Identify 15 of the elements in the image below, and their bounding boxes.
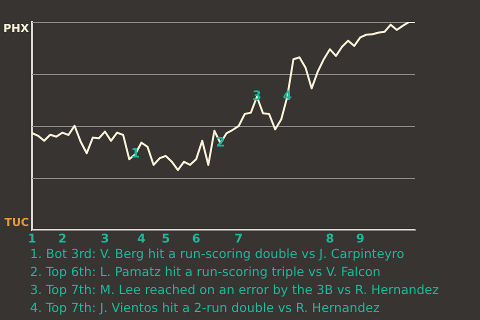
x-tick-label: 8 xyxy=(326,231,334,246)
text: 4. Top 7th: J. Vientos hit a 2-run double vs R. Hernandez xyxy=(30,299,381,317)
x-tick-label: 5 xyxy=(162,231,170,246)
text: 1. Bot 3rd: V. Berg hit a run-scoring double vs J. Carpinteyro xyxy=(30,245,406,263)
text: TUC xyxy=(4,216,29,229)
x-tick-label: 3 xyxy=(100,231,110,246)
x-tick-label: 4 xyxy=(137,231,146,246)
x-tick-label: 2 xyxy=(58,231,67,246)
text: 3. Top 7th: M. Lee reached on an error by the 3B vs R. Hernandez xyxy=(30,281,439,299)
x-tick-label: 9 xyxy=(356,231,364,246)
x-tick-label: 6 xyxy=(192,231,200,246)
x-tick-label: 7 xyxy=(234,231,243,246)
x-tick-label: 1 xyxy=(28,231,36,246)
text: PHX xyxy=(3,22,30,35)
text: 2. Top 6th: L. Pamatz hit a run-scoring triple vs V. Falcon xyxy=(30,263,382,281)
